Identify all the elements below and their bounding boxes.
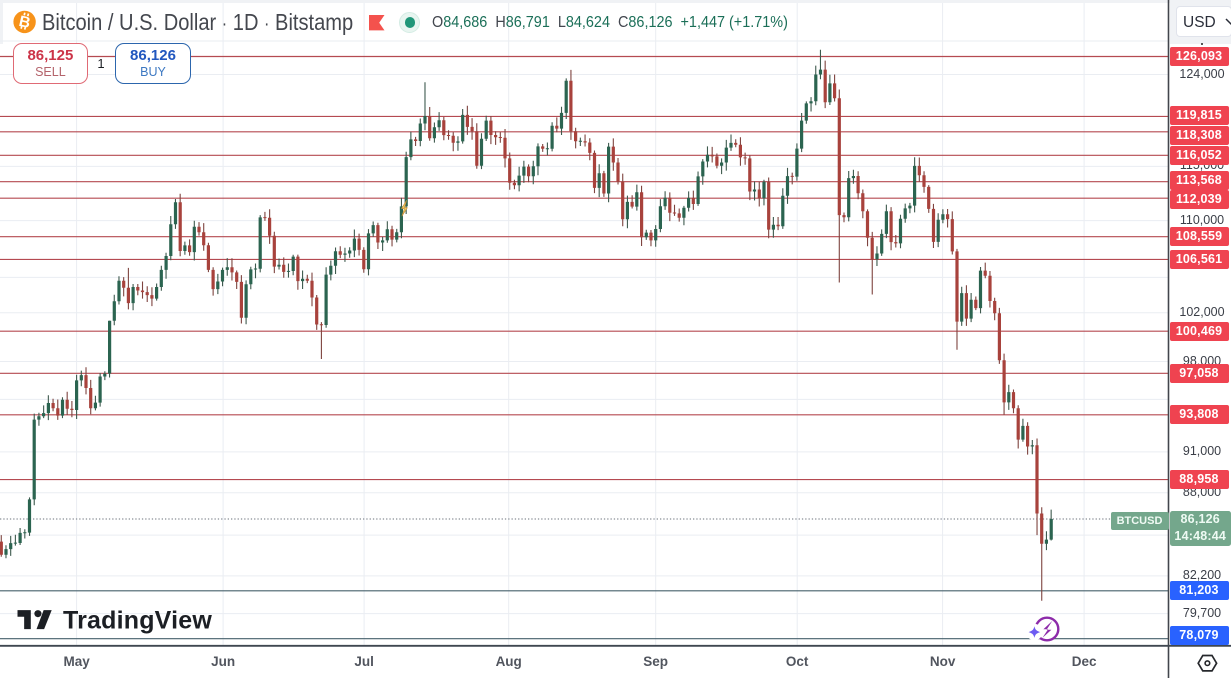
svg-text:TradingView: TradingView (63, 607, 212, 635)
